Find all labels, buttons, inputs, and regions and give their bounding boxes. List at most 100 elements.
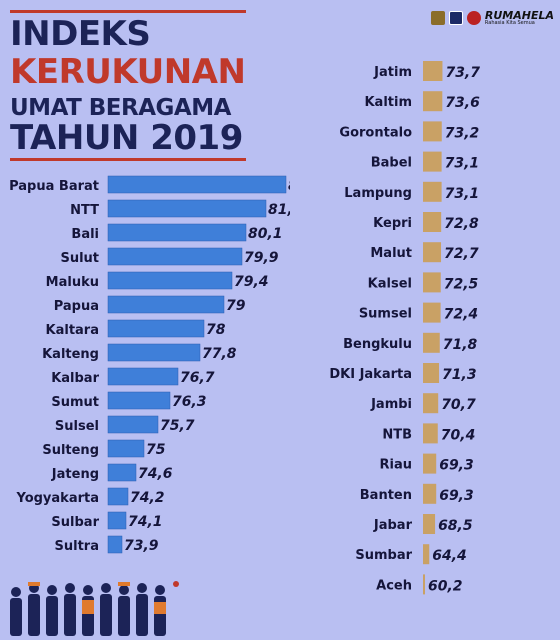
left-value-label: 81,1 bbox=[268, 202, 290, 218]
right-category-label: Gorontalo bbox=[339, 125, 412, 140]
right-category-label: Malut bbox=[370, 246, 412, 261]
right-category-label: Jabar bbox=[373, 518, 413, 533]
right-value-label: 73,6 bbox=[445, 95, 480, 111]
right-category-label: Babel bbox=[371, 156, 412, 171]
left-bar bbox=[107, 391, 171, 410]
right-bar bbox=[423, 121, 442, 142]
right-value-label: 72,7 bbox=[444, 246, 479, 262]
brand-tagline: Rahasia Kita Semua bbox=[484, 20, 535, 26]
left-category-label: Sulbar bbox=[51, 515, 99, 530]
right-value-label: 72,8 bbox=[444, 216, 479, 232]
right-value-label: 73,7 bbox=[445, 65, 480, 81]
right-bar bbox=[423, 483, 437, 504]
right-category-label: Banten bbox=[360, 488, 412, 503]
left-bar bbox=[107, 415, 159, 434]
right-category-label: Bengkulu bbox=[343, 337, 412, 352]
left-bar bbox=[107, 271, 233, 290]
brand-logo: RUMAHELA Rahasia Kita Semua bbox=[485, 10, 554, 26]
right-value-label: 73,1 bbox=[445, 156, 480, 172]
left-value-label: 75 bbox=[146, 442, 166, 458]
left-category-label: Papua bbox=[54, 299, 99, 314]
left-bar bbox=[107, 319, 205, 338]
right-bar bbox=[423, 514, 436, 534]
right-bar bbox=[423, 212, 442, 232]
right-value-label: 71,8 bbox=[443, 337, 478, 353]
left-category-label: Sulteng bbox=[42, 443, 99, 458]
left-bar bbox=[107, 535, 123, 554]
right-category-label: Sumbar bbox=[355, 548, 412, 563]
left-value-label: 82,1 bbox=[288, 178, 290, 194]
left-category-label: Kalbar bbox=[51, 371, 99, 386]
garuda-emblem-icon bbox=[430, 11, 445, 25]
right-value-label: 73,2 bbox=[445, 125, 480, 141]
title-line-1: INDEKS bbox=[10, 14, 151, 54]
right-value-label: 69,3 bbox=[439, 458, 474, 474]
left-category-label: Sumut bbox=[51, 395, 99, 410]
right-category-label: NTB bbox=[382, 427, 412, 442]
right-category-label: DKI Jakarta bbox=[329, 367, 412, 382]
left-category-label: Bali bbox=[71, 227, 99, 242]
left-bar bbox=[107, 511, 127, 530]
right-category-label: Aceh bbox=[376, 578, 412, 593]
left-value-label: 74,1 bbox=[128, 514, 163, 530]
right-value-label: 73,1 bbox=[445, 186, 480, 202]
left-category-label: Kalteng bbox=[42, 347, 99, 362]
right-bar bbox=[423, 302, 441, 323]
right-value-label: 60,2 bbox=[428, 578, 463, 594]
right-value-label: 72,4 bbox=[444, 307, 479, 323]
left-category-label: Papua Barat bbox=[9, 179, 99, 194]
right-value-label: 72,5 bbox=[444, 276, 479, 292]
right-category-label: Kalsel bbox=[368, 276, 412, 291]
left-value-label: 77,8 bbox=[202, 346, 237, 362]
right-value-label: 64,4 bbox=[432, 548, 467, 564]
left-value-label: 74,6 bbox=[138, 466, 173, 482]
right-bar bbox=[423, 393, 439, 414]
right-value-label: 68,5 bbox=[438, 518, 473, 534]
chart-left: Papua Barat 82,1 NTT 81,1 Bali 80,1 Sulut 79,9 M… bbox=[9, 175, 290, 554]
title-top-rule bbox=[10, 10, 246, 13]
left-value-label: 74,2 bbox=[130, 490, 165, 506]
left-value-label: 76,7 bbox=[180, 370, 215, 386]
right-bar bbox=[423, 332, 440, 353]
left-category-label: Kaltara bbox=[46, 323, 99, 338]
round-seal-icon bbox=[466, 11, 481, 25]
left-category-label: Sulut bbox=[60, 251, 99, 266]
right-bar bbox=[423, 363, 440, 383]
right-bar bbox=[423, 544, 430, 565]
right-category-label: Lampung bbox=[344, 186, 412, 201]
left-bar bbox=[107, 487, 129, 506]
brand-name: RUMAHELA bbox=[484, 9, 554, 22]
left-bar bbox=[107, 199, 267, 218]
right-value-label: 70,7 bbox=[441, 397, 476, 413]
right-category-label: Kepri bbox=[373, 216, 412, 231]
left-bar bbox=[107, 295, 225, 314]
right-value-label: 70,4 bbox=[441, 427, 476, 443]
right-value-label: 71,3 bbox=[442, 367, 477, 383]
left-value-label: 76,3 bbox=[172, 394, 207, 410]
right-category-label: Kaltim bbox=[364, 95, 412, 110]
right-category-label: Sumsel bbox=[359, 307, 412, 322]
right-value-label: 69,3 bbox=[439, 488, 474, 504]
title-line-2: KERUKUNAN bbox=[10, 52, 246, 92]
left-bar bbox=[107, 367, 179, 386]
right-bar bbox=[423, 272, 441, 293]
left-bar bbox=[107, 439, 145, 458]
right-category-label: Riau bbox=[380, 458, 413, 473]
left-value-label: 78 bbox=[206, 322, 226, 338]
right-bar bbox=[423, 574, 425, 595]
logo-strip: RUMAHELA Rahasia Kita Semua bbox=[430, 10, 554, 26]
right-bar bbox=[423, 453, 437, 474]
title-line-3: UMAT BERAGAMA bbox=[10, 95, 231, 121]
left-bar bbox=[107, 223, 247, 242]
right-bar bbox=[423, 151, 442, 172]
right-bar bbox=[423, 423, 438, 444]
left-bar bbox=[107, 175, 287, 194]
ministry-logo-icon bbox=[448, 11, 463, 25]
right-category-label: Jatim bbox=[373, 65, 412, 80]
left-value-label: 73,9 bbox=[124, 538, 159, 554]
title-line-4: TAHUN 2019 bbox=[10, 118, 243, 158]
right-category-label: Jambi bbox=[370, 397, 412, 412]
people-illustration bbox=[10, 581, 179, 636]
left-value-label: 79,4 bbox=[234, 274, 269, 290]
